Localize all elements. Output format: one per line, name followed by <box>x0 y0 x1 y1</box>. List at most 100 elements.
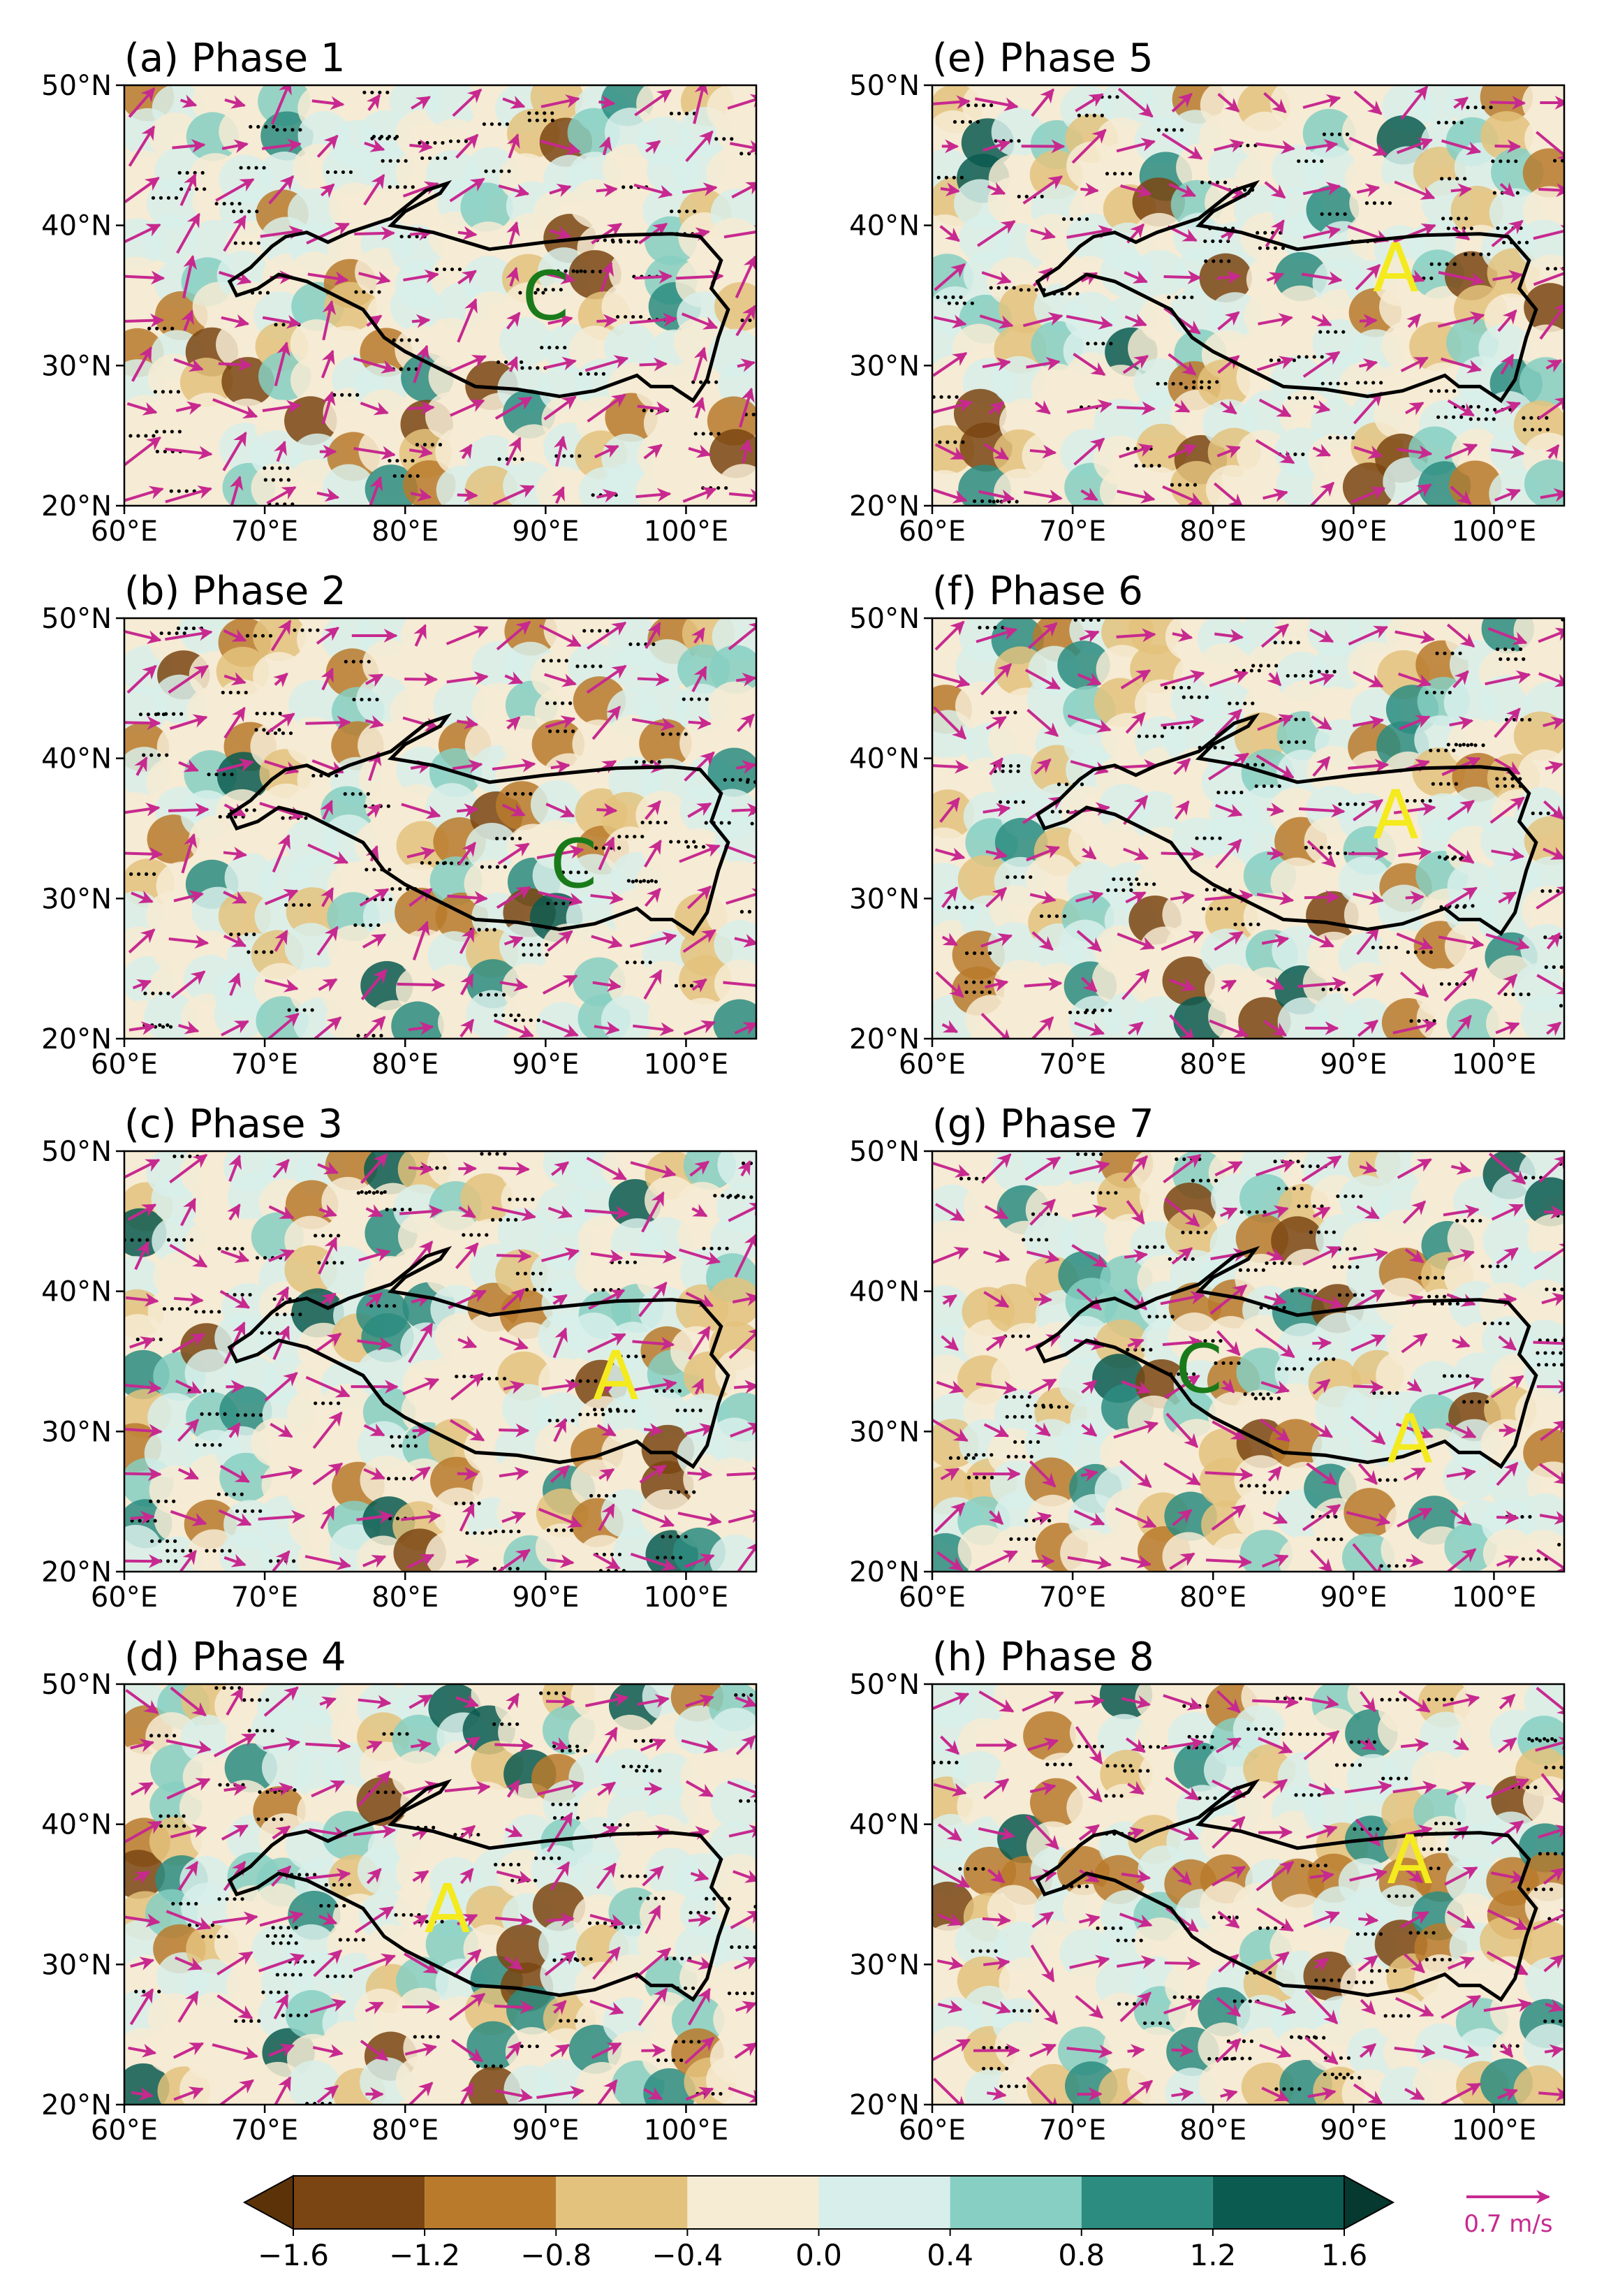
significance-dot <box>947 395 951 399</box>
significance-dot <box>1261 1396 1265 1401</box>
significance-dot <box>332 1261 337 1265</box>
significance-dot <box>392 338 396 342</box>
significance-dot <box>527 118 531 122</box>
significance-dot <box>129 872 133 876</box>
significance-dot <box>955 1760 959 1764</box>
significance-dot <box>652 642 656 646</box>
y-tick-label: 20°N <box>849 1023 920 1055</box>
significance-dot <box>704 821 708 825</box>
significance-dot <box>527 111 531 115</box>
wind-vector <box>639 357 668 372</box>
significance-dot <box>233 241 237 245</box>
significance-dot <box>1224 790 1228 795</box>
significance-dot <box>661 1535 665 1539</box>
significance-dot <box>402 1913 406 1917</box>
significance-dot <box>663 1556 668 1560</box>
significance-dot <box>603 238 607 242</box>
significance-dot <box>1109 342 1113 346</box>
wind-vector <box>223 1553 246 1567</box>
significance-dot <box>952 175 956 180</box>
wind-vector <box>457 270 477 285</box>
significance-dot <box>233 1783 237 1787</box>
significance-dot <box>1309 1230 1313 1234</box>
significance-dot <box>1571 1214 1575 1218</box>
significance-dot <box>1536 1557 1540 1561</box>
significance-dot <box>156 1499 161 1503</box>
wind-vector <box>406 847 436 861</box>
wind-vector <box>365 844 379 862</box>
significance-dot <box>138 1238 142 1242</box>
significance-dot <box>319 773 323 778</box>
significance-dot <box>554 1528 559 1533</box>
wind-vector <box>175 1380 203 1394</box>
wind-vector <box>550 760 571 774</box>
significance-dot <box>633 1260 638 1264</box>
significance-dot <box>138 712 143 717</box>
significance-dot <box>1345 1247 1349 1251</box>
wind-vector <box>685 1292 714 1308</box>
significance-dot <box>550 111 554 115</box>
wind-vector <box>496 620 531 651</box>
significance-dot <box>1440 177 1444 181</box>
significance-dot <box>725 1246 729 1250</box>
significance-dot <box>1388 1391 1392 1395</box>
significance-dot <box>661 1896 665 1901</box>
significance-dot <box>609 1288 613 1292</box>
significance-dot <box>253 634 258 638</box>
significance-dot <box>210 1389 215 1393</box>
significance-dot <box>428 156 432 161</box>
significance-dot <box>1015 2084 1019 2089</box>
significance-dot <box>597 1493 601 1498</box>
significance-dot <box>1181 1230 1185 1234</box>
significance-dot <box>492 1722 496 1726</box>
significance-dot <box>1302 717 1306 722</box>
significance-dot <box>1191 1257 1195 1262</box>
wind-vector <box>402 181 439 198</box>
significance-dot <box>180 1154 184 1159</box>
significance-dot <box>288 2013 293 2017</box>
wind-vector <box>124 1554 163 1569</box>
significance-dot <box>985 625 989 630</box>
map-panel-5: 60°E 70°E 80°E 90°E 100°E50°N40°N30°N20°N(e)… <box>849 36 1566 548</box>
wind-vector <box>173 358 204 372</box>
wind-vector <box>320 886 334 907</box>
significance-dot <box>403 458 407 463</box>
wind-vector <box>735 305 756 337</box>
significance-dot <box>370 136 374 140</box>
y-tick-label: 30°N <box>849 883 920 915</box>
significance-dot <box>1137 734 1141 738</box>
significance-dot <box>1544 1765 1548 1769</box>
significance-dot <box>669 1490 673 1494</box>
significance-dot <box>577 454 582 458</box>
significance-dot <box>159 196 163 200</box>
significance-dot <box>541 659 545 663</box>
significance-dot <box>1216 790 1221 795</box>
significance-dot <box>682 2040 686 2044</box>
significance-dot <box>159 991 163 995</box>
significance-dot <box>1013 1414 1017 1419</box>
significance-dot <box>568 870 573 875</box>
significance-dot <box>552 1958 557 1962</box>
significance-dot <box>1309 1793 1313 1797</box>
significance-dot <box>1385 1478 1390 1482</box>
significance-dot <box>288 731 293 736</box>
significance-dot <box>1172 128 1176 132</box>
significance-dot <box>1462 743 1466 747</box>
significance-dot <box>1372 201 1377 205</box>
significance-dot <box>714 137 719 141</box>
significance-dot <box>1060 291 1064 295</box>
significance-dot <box>1313 1732 1318 1736</box>
significance-dot <box>533 291 538 295</box>
wind-vector <box>549 226 572 240</box>
significance-dot <box>1177 483 1182 487</box>
significance-dot <box>1094 342 1098 346</box>
significance-dot <box>1135 877 1139 882</box>
significance-dot <box>628 642 633 646</box>
significance-dot <box>1584 617 1587 621</box>
significance-dot <box>521 791 525 796</box>
significance-dot <box>1199 386 1204 390</box>
significance-dot <box>263 466 267 470</box>
significance-dot <box>1485 1400 1489 1404</box>
significance-dot <box>594 1288 598 1292</box>
wind-vector <box>409 139 434 154</box>
